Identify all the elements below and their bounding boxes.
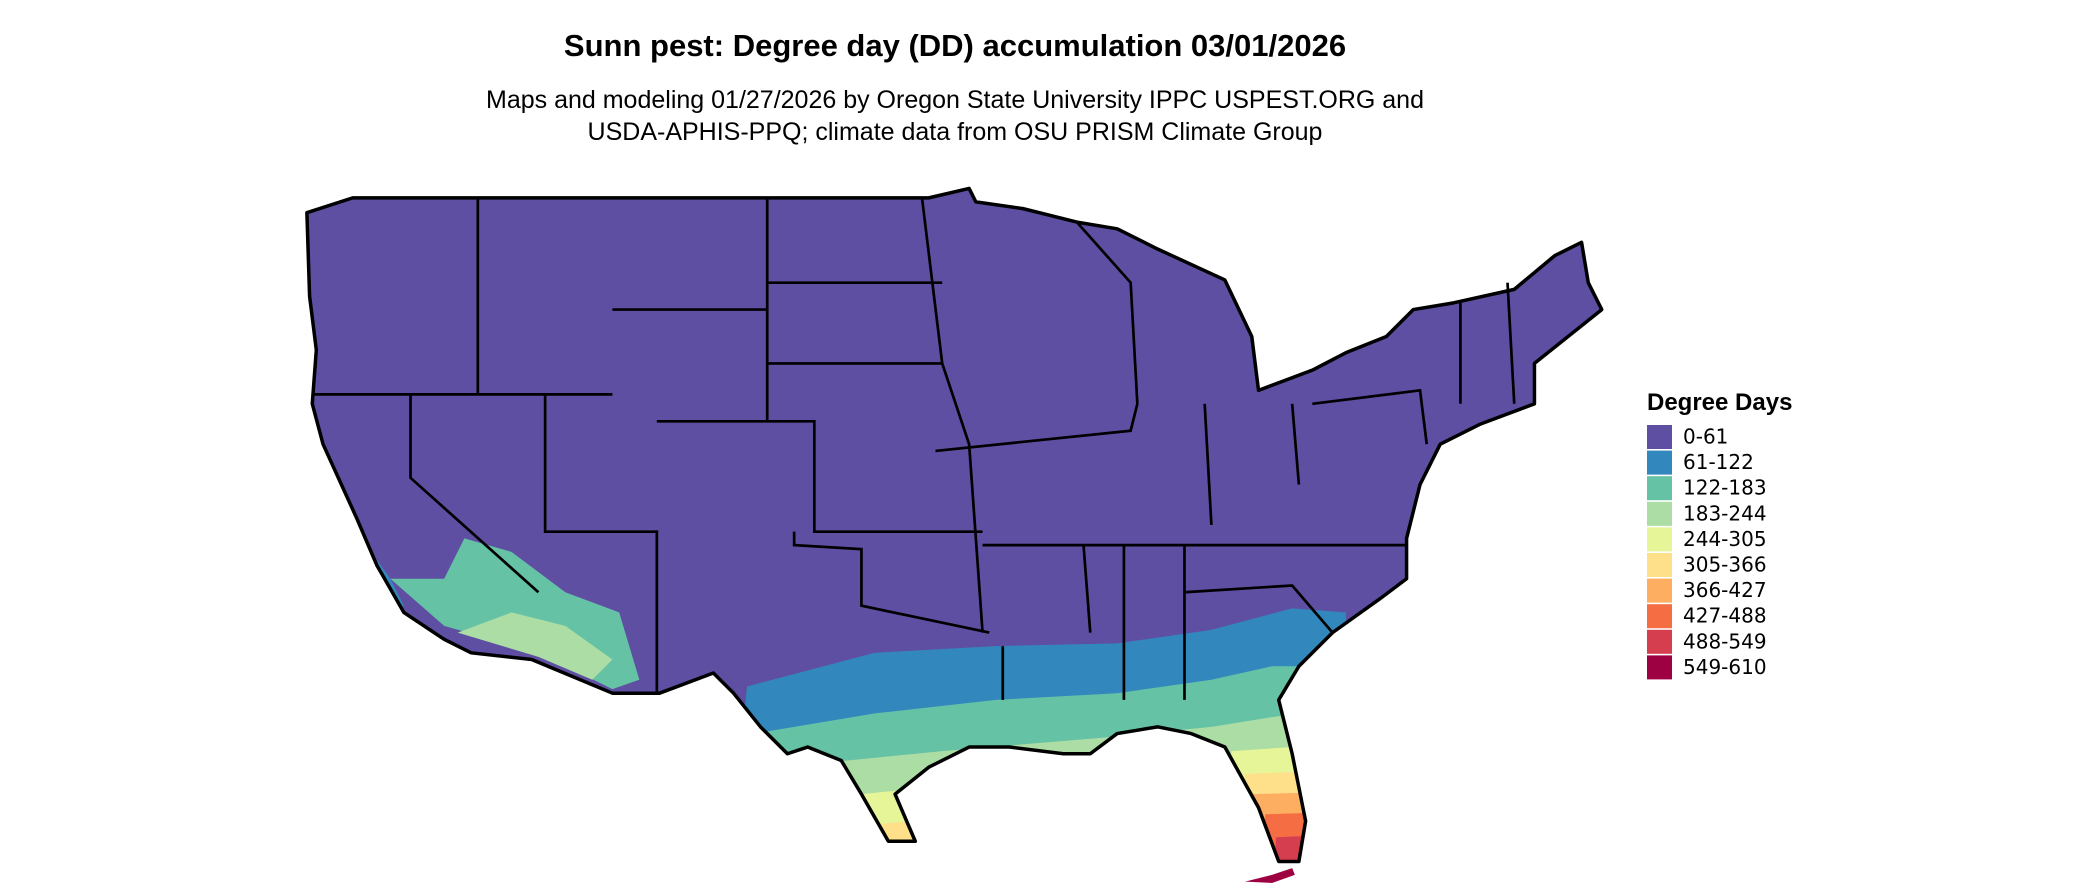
legend-swatch — [1647, 476, 1672, 501]
legend-swatch — [1647, 425, 1672, 449]
state-borders — [312, 197, 1516, 700]
legend-label: 549-610 — [1683, 655, 1767, 679]
zone — [1271, 834, 1346, 862]
map-title: Sunn pest: Degree day (DD) accumulation … — [564, 28, 1346, 63]
legend-swatch — [1647, 578, 1672, 603]
legend: Degree Days 0-6161-122122-183183-244244-… — [1647, 389, 1792, 680]
legend-label: 122-183 — [1683, 476, 1767, 500]
legend-label: 366-427 — [1683, 578, 1767, 602]
zone — [457, 612, 613, 680]
legend-swatch — [1647, 629, 1672, 654]
legend-items: 0-6161-122122-183183-244244-305305-36636… — [1647, 425, 1767, 680]
us-map — [305, 186, 1604, 883]
zone — [861, 818, 943, 862]
legend-label: 488-549 — [1683, 629, 1767, 653]
keys — [1245, 868, 1295, 883]
legend-swatch — [1647, 527, 1672, 552]
map-subtitle: USDA-APHIS-PPQ; climate data from OSU PR… — [588, 118, 1323, 146]
legend-label: 427-488 — [1683, 604, 1767, 628]
map-subtitle: Maps and modeling 01/27/2026 by Oregon S… — [486, 86, 1424, 114]
legend-swatch — [1647, 501, 1672, 526]
legend-label: 244-305 — [1683, 527, 1767, 551]
legend-swatch — [1647, 655, 1672, 680]
legend-swatch — [1647, 450, 1672, 475]
zone — [807, 787, 943, 862]
legend-swatch — [1647, 604, 1672, 629]
legend-title: Degree Days — [1647, 389, 1792, 416]
legend-label: 305-366 — [1683, 553, 1767, 577]
legend-label: 0-61 — [1683, 425, 1728, 449]
legend-label: 183-244 — [1683, 501, 1767, 525]
legend-label: 61-122 — [1683, 450, 1754, 474]
legend-swatch — [1647, 553, 1672, 577]
